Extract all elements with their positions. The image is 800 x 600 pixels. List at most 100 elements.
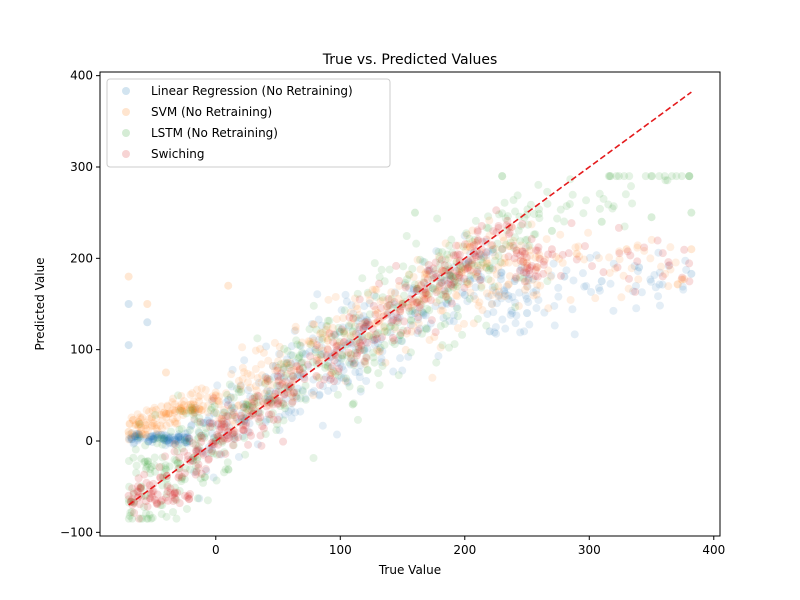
data-point: [529, 288, 538, 297]
data-point: [270, 338, 279, 347]
data-point: [333, 341, 342, 350]
data-point: [174, 437, 183, 446]
data-point: [650, 271, 659, 280]
data-point: [295, 353, 304, 362]
data-point: [217, 450, 226, 459]
data-point: [288, 351, 297, 360]
data-point: [161, 441, 170, 450]
data-point: [197, 437, 206, 446]
data-point: [567, 219, 576, 228]
data-point: [174, 458, 183, 467]
data-point: [334, 371, 343, 380]
data-point: [517, 263, 526, 272]
data-point: [439, 267, 448, 276]
data-point: [231, 434, 240, 443]
data-point: [242, 400, 251, 409]
data-point: [246, 392, 255, 401]
data-point: [338, 323, 347, 332]
data-point: [129, 489, 138, 498]
data-point: [339, 327, 348, 336]
data-point: [605, 253, 614, 262]
data-point: [359, 324, 368, 333]
data-point: [356, 361, 365, 370]
data-point: [194, 446, 203, 455]
data-point: [413, 255, 422, 264]
data-point: [633, 257, 642, 266]
data-point: [353, 305, 362, 314]
data-point: [194, 407, 203, 416]
data-point: [678, 282, 687, 291]
data-point: [370, 285, 379, 294]
data-point: [671, 258, 680, 267]
data-point: [449, 274, 458, 283]
data-point: [349, 330, 358, 339]
data-point: [664, 261, 673, 270]
data-point: [312, 325, 321, 334]
data-point: [554, 292, 563, 301]
data-point: [594, 254, 603, 263]
data-point: [165, 438, 174, 447]
data-point: [527, 235, 536, 244]
data-point: [496, 271, 505, 280]
data-point: [673, 280, 682, 289]
data-point: [280, 384, 289, 393]
y-tick-label: 100: [70, 343, 93, 357]
legend-marker: [122, 108, 130, 116]
data-point: [309, 375, 318, 384]
data-point: [158, 501, 167, 510]
data-point: [188, 439, 197, 448]
data-point: [420, 290, 429, 299]
data-point: [434, 247, 443, 256]
data-point: [360, 345, 369, 354]
data-point: [141, 441, 150, 450]
data-point: [170, 400, 179, 409]
data-point: [182, 405, 191, 414]
data-point: [309, 387, 318, 396]
data-point: [461, 240, 470, 249]
data-point: [243, 398, 252, 407]
data-point: [572, 249, 581, 258]
data-point: [229, 441, 238, 450]
data-point: [323, 336, 332, 345]
data-point: [379, 323, 388, 332]
data-point: [623, 247, 632, 256]
y-tick-label: 400: [70, 69, 93, 83]
data-point: [544, 250, 553, 259]
data-point: [369, 333, 378, 342]
data-point: [128, 484, 137, 493]
data-point: [362, 353, 371, 362]
data-point: [421, 268, 430, 277]
data-point: [275, 396, 284, 405]
data-point: [173, 447, 182, 456]
data-point: [124, 495, 133, 504]
data-point: [445, 267, 454, 276]
data-point: [380, 340, 389, 349]
data-point: [458, 288, 467, 297]
data-point: [177, 472, 186, 481]
data-point: [535, 250, 544, 259]
data-point: [510, 277, 519, 286]
data-point: [228, 403, 237, 412]
data-point: [380, 277, 389, 286]
data-point: [475, 298, 484, 307]
data-point: [177, 407, 186, 416]
data-point: [532, 264, 541, 273]
data-point: [482, 256, 491, 265]
data-point: [250, 397, 259, 406]
data-point: [205, 445, 214, 454]
data-point: [442, 276, 451, 285]
data-point: [466, 271, 475, 280]
data-point: [421, 295, 430, 304]
data-point: [579, 209, 588, 218]
data-point: [368, 335, 377, 344]
data-point: [371, 306, 380, 315]
data-point: [655, 172, 664, 181]
data-point: [462, 242, 471, 251]
data-point: [543, 187, 552, 196]
data-point: [492, 299, 501, 308]
data-point: [415, 297, 424, 306]
series-0: [124, 231, 696, 503]
data-point: [298, 349, 307, 358]
data-point: [137, 482, 146, 491]
data-point: [681, 256, 690, 265]
